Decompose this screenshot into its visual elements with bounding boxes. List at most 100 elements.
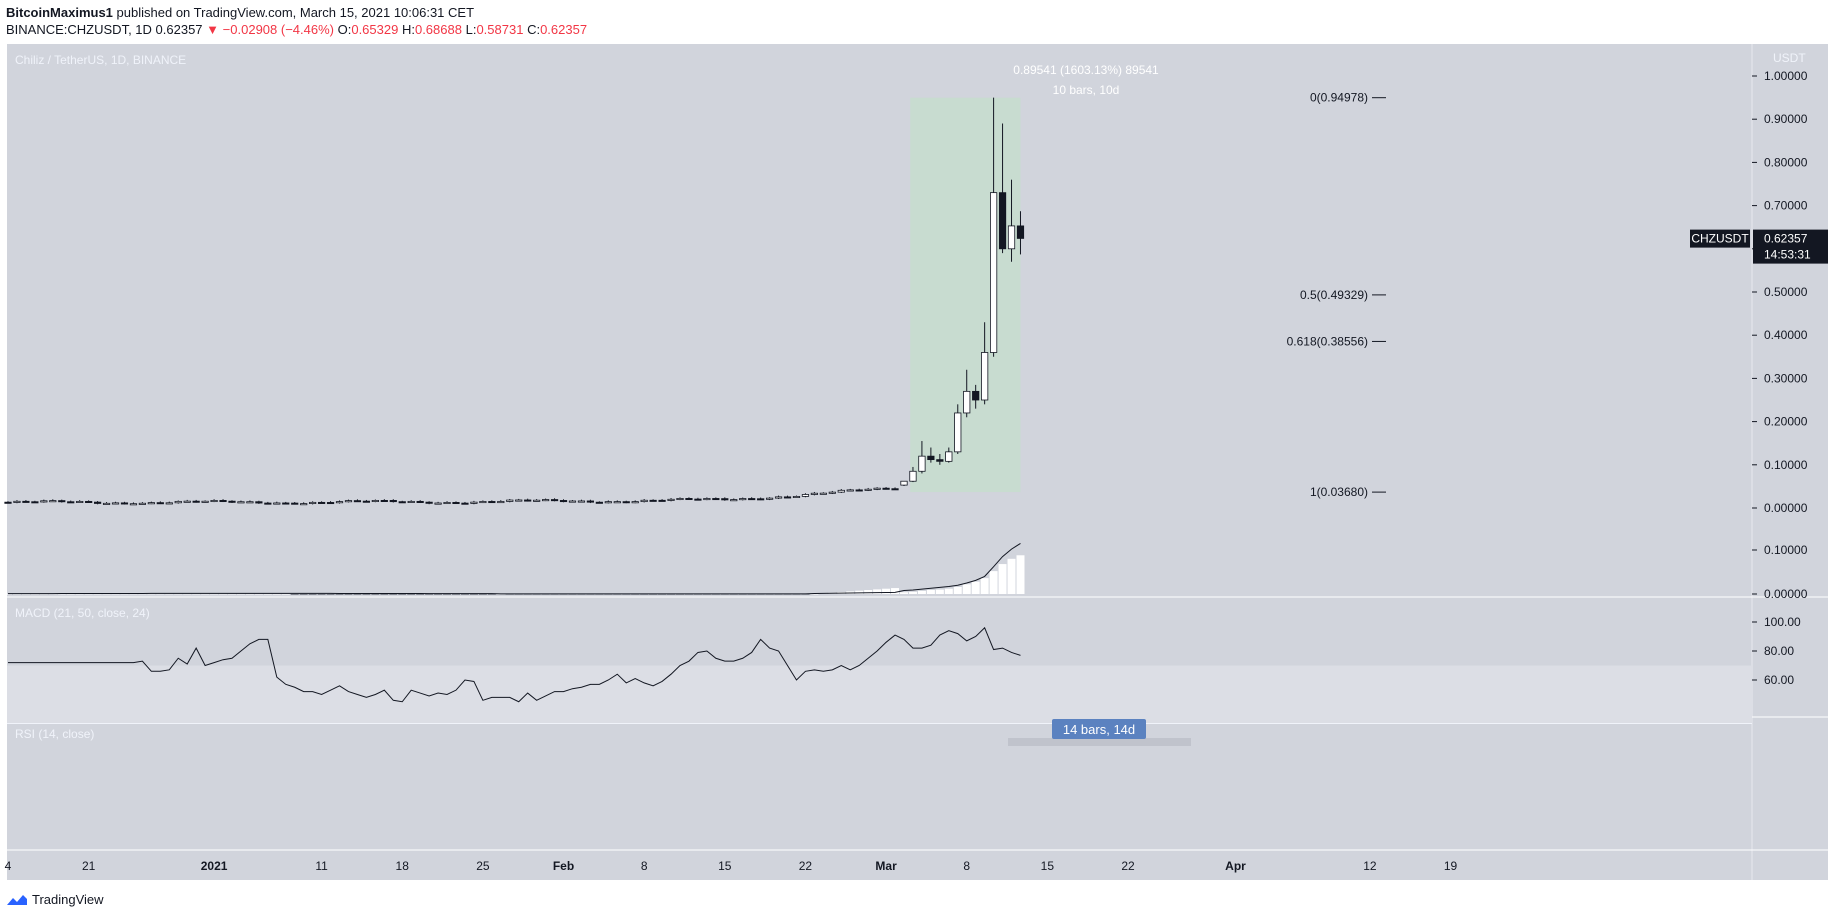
candle-up bbox=[309, 501, 317, 504]
candle-down bbox=[488, 501, 496, 504]
measure-range-box[interactable] bbox=[910, 97, 1021, 493]
ohlc-line: BINANCE:CHZUSDT, 1D 0.62357 ▼ −0.02908 (… bbox=[6, 22, 587, 37]
macd-histogram-bar bbox=[111, 593, 120, 595]
time-tick-label: 18 bbox=[396, 859, 410, 873]
macd-series bbox=[4, 542, 1025, 595]
macd-histogram-bar bbox=[290, 594, 299, 595]
candle-down bbox=[425, 501, 433, 504]
candle-down bbox=[586, 500, 595, 503]
candle-up bbox=[766, 497, 774, 500]
macd-histogram-bar bbox=[962, 584, 971, 594]
macd-histogram-bar bbox=[989, 571, 998, 594]
macd-histogram-bar bbox=[228, 593, 236, 595]
candle-down bbox=[622, 501, 630, 504]
fib-retracement[interactable]: 0(0.94978) 0.5(0.49329) 0.618(0.38556) 1(0.… bbox=[1287, 91, 1386, 499]
publish-line: BitcoinMaximus1 published on TradingView… bbox=[6, 5, 474, 20]
macd-histogram-bar bbox=[335, 594, 344, 595]
last-price: 0.62357 bbox=[155, 22, 203, 37]
macd-histogram-bar bbox=[434, 594, 443, 595]
macd-histogram-bar bbox=[66, 593, 75, 595]
macd-histogram-bar bbox=[944, 588, 953, 594]
candle-down bbox=[757, 498, 765, 501]
candle-up bbox=[981, 352, 989, 401]
price-tick-label: 0.00000 bbox=[1764, 501, 1808, 515]
candle-up bbox=[909, 470, 917, 482]
macd-label: MACD (21, 50, close, 24) bbox=[15, 606, 150, 620]
price-tick-label: 0.80000 bbox=[1764, 155, 1808, 169]
current-price-tag: CHZUSDT 0.62357 14:53:31 bbox=[1690, 229, 1828, 264]
candle-down bbox=[380, 500, 388, 503]
macd-histogram-bar bbox=[30, 593, 39, 595]
macd-histogram-bar bbox=[317, 594, 326, 595]
rsi-range-label-box[interactable] bbox=[1052, 719, 1146, 739]
macd-histogram-bar bbox=[308, 594, 317, 595]
chart-title: Chiliz / TetherUS, 1D, BINANCE bbox=[15, 53, 186, 67]
candle-down bbox=[326, 502, 335, 505]
time-tick-label: 22 bbox=[1121, 859, 1135, 873]
candle-down bbox=[452, 502, 460, 505]
close-label: C: bbox=[527, 22, 541, 37]
time-tick-label: Feb bbox=[553, 859, 574, 873]
candle-down bbox=[255, 501, 263, 504]
price-tick-label: 0.20000 bbox=[1764, 415, 1808, 429]
time-tick-label: 8 bbox=[963, 859, 970, 873]
rsi-tick-label: 60.00 bbox=[1764, 673, 1794, 687]
macd-histogram-bar bbox=[156, 593, 165, 595]
candle-up bbox=[918, 455, 926, 472]
macd-histogram-bar bbox=[908, 591, 917, 594]
author-name[interactable]: BitcoinMaximus1 bbox=[6, 5, 113, 20]
candle-up bbox=[407, 500, 415, 503]
candle-down bbox=[595, 501, 603, 504]
candle-up bbox=[506, 499, 514, 502]
macd-histogram-bar bbox=[263, 593, 272, 595]
macd-histogram-bar bbox=[201, 593, 210, 595]
candle-up bbox=[990, 192, 998, 353]
macd-histogram-bar bbox=[380, 594, 389, 595]
candle-down bbox=[855, 489, 863, 492]
macd-histogram-bar bbox=[245, 593, 254, 595]
candle-down bbox=[219, 500, 227, 503]
chart-area[interactable]: Chiliz / TetherUS, 1D, BINANCE USDT MACD… bbox=[0, 44, 1828, 880]
candle-down bbox=[461, 502, 469, 505]
candle-down bbox=[559, 500, 568, 503]
rsi-tick-label: 80.00 bbox=[1764, 644, 1794, 658]
candle-up bbox=[165, 502, 173, 505]
price-tick-label: 0.70000 bbox=[1764, 199, 1808, 213]
candle-up bbox=[568, 500, 577, 503]
macd-histogram-bar bbox=[93, 593, 102, 595]
macd-histogram-bar bbox=[219, 593, 228, 595]
candle-up bbox=[631, 501, 639, 504]
macd-histogram-bar bbox=[980, 578, 989, 594]
price-axis-background[interactable] bbox=[1752, 44, 1828, 880]
candle-down bbox=[362, 500, 371, 503]
candle-up bbox=[237, 501, 245, 504]
price-tick-label: 1.00000 bbox=[1764, 69, 1808, 83]
candle-up bbox=[604, 501, 612, 504]
macd-histogram-bar bbox=[281, 593, 290, 595]
macd-histogram-bar bbox=[935, 589, 944, 594]
candle-up bbox=[49, 500, 57, 503]
macd-histogram-bar bbox=[165, 593, 174, 595]
tradingview-logo[interactable]: TradingView bbox=[6, 892, 104, 907]
candle-up bbox=[13, 500, 21, 503]
time-axis[interactable]: 4 21 2021 11 18 25 Feb 8 15 22 Mar 8 15 22 Apr 12 19 bbox=[5, 859, 1458, 873]
candle-down bbox=[31, 501, 39, 504]
macd-histogram-bar bbox=[882, 588, 891, 594]
macd-histogram-bar bbox=[192, 593, 201, 595]
candle-up bbox=[774, 496, 783, 499]
macd-histogram-bar bbox=[362, 594, 371, 595]
candle-up bbox=[739, 498, 747, 501]
publish-info: published on TradingView.com, March 15, … bbox=[116, 5, 475, 20]
candle-up bbox=[945, 451, 953, 462]
macd-histogram-bar bbox=[84, 593, 93, 595]
candle-up bbox=[76, 500, 84, 503]
macd-histogram-bar bbox=[998, 564, 1007, 594]
candle-up bbox=[533, 499, 541, 502]
candle-up bbox=[300, 503, 308, 506]
macd-histogram-bar bbox=[353, 594, 362, 595]
candle-down bbox=[685, 498, 693, 501]
macd-histogram-bar bbox=[75, 593, 84, 595]
price-tick-label: 0.40000 bbox=[1764, 328, 1808, 342]
currency-label: USDT bbox=[1773, 51, 1806, 65]
candle-up bbox=[703, 498, 711, 501]
